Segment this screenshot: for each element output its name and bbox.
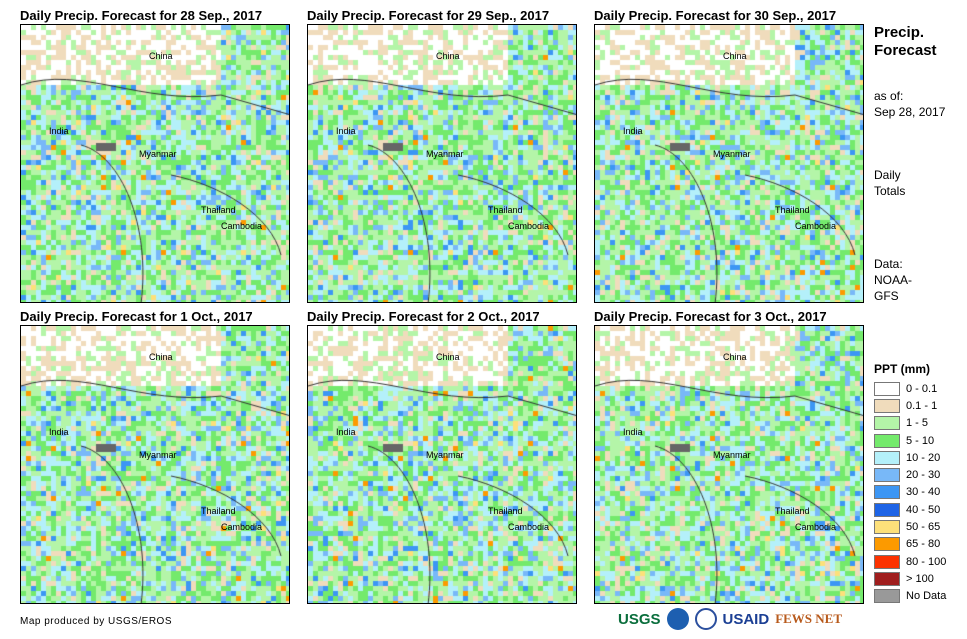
panel-title: Daily Precip. Forecast for 30 Sep., 2017 bbox=[594, 8, 837, 23]
legend-label: 30 - 40 bbox=[906, 486, 941, 499]
legend-label: > 100 bbox=[906, 572, 934, 585]
legend-label: 0 - 0.1 bbox=[906, 382, 938, 395]
map-label-thailand: Thailand bbox=[201, 506, 236, 516]
legend-label: 5 - 10 bbox=[906, 434, 935, 447]
legend-item: 65 - 80 bbox=[874, 536, 946, 553]
precip-grid bbox=[595, 326, 863, 603]
credit: Map produced by USGS/EROS bbox=[20, 616, 173, 627]
map-label-cambodia: Cambodia bbox=[221, 221, 263, 231]
legend-item: 5 - 10 bbox=[874, 432, 946, 449]
legend-swatch bbox=[874, 450, 900, 465]
map-label-myanmar: Myanmar bbox=[139, 450, 177, 460]
map-label-thailand: Thailand bbox=[488, 506, 523, 516]
map-label-myanmar: Myanmar bbox=[426, 450, 464, 460]
map-label-cambodia: Cambodia bbox=[795, 221, 837, 231]
map-label-india: India bbox=[623, 427, 643, 437]
map-label-india: India bbox=[623, 126, 643, 136]
usaid-seal bbox=[694, 608, 717, 630]
legend-label: 50 - 65 bbox=[906, 521, 941, 534]
legend-item: 50 - 65 bbox=[874, 518, 946, 535]
fewsnet-logo: FEWS NET bbox=[775, 611, 843, 626]
legend-item: 30 - 40 bbox=[874, 484, 946, 501]
precip-grid bbox=[21, 25, 289, 302]
map-label-china: China bbox=[436, 352, 460, 362]
usgs-logo: USGS bbox=[618, 610, 661, 628]
map-label-china: China bbox=[436, 51, 460, 61]
legend-swatch bbox=[874, 502, 900, 517]
forecast-map: China India Myanmar Thailand Cambodia bbox=[20, 24, 290, 303]
map-label-myanmar: Myanmar bbox=[139, 149, 177, 159]
map-label-india: India bbox=[336, 126, 356, 136]
legend-item: 10 - 20 bbox=[874, 449, 946, 466]
logos: USGS USAID FEWS NET bbox=[618, 608, 842, 630]
map-label-china: China bbox=[149, 352, 173, 362]
legend-swatch bbox=[874, 398, 900, 413]
legend-swatch bbox=[874, 571, 900, 586]
map-label-thailand: Thailand bbox=[488, 205, 523, 215]
panel-title: Daily Precip. Forecast for 28 Sep., 2017 bbox=[20, 8, 263, 23]
usaid-logo: USAID bbox=[722, 610, 770, 628]
legend-swatch bbox=[874, 537, 900, 552]
daily-totals: Daily Totals bbox=[874, 168, 906, 198]
legend-label: 1 - 5 bbox=[906, 417, 929, 430]
map-label-india: India bbox=[336, 427, 356, 437]
forecast-map: China India Myanmar Thailand Cambodia bbox=[307, 325, 577, 604]
map-label-china: China bbox=[723, 51, 747, 61]
noaa-logo bbox=[666, 608, 689, 630]
panel-title: Daily Precip. Forecast for 2 Oct., 2017 bbox=[307, 309, 540, 324]
legend-label: 80 - 100 bbox=[906, 555, 947, 568]
map-label-thailand: Thailand bbox=[201, 205, 236, 215]
as-of: as of: Sep 28, 2017 bbox=[874, 89, 946, 119]
legend-item: 1 - 5 bbox=[874, 415, 946, 432]
legend-item: 0 - 0.1 bbox=[874, 380, 946, 397]
legend-item: 40 - 50 bbox=[874, 501, 946, 518]
map-label-cambodia: Cambodia bbox=[508, 221, 550, 231]
map-label-thailand: Thailand bbox=[775, 506, 810, 516]
legend-item: 20 - 30 bbox=[874, 466, 946, 483]
side-title: Precip. Forecast bbox=[874, 24, 937, 59]
legend-label: 10 - 20 bbox=[906, 451, 941, 464]
map-label-china: China bbox=[723, 352, 747, 362]
precip-grid bbox=[21, 326, 289, 603]
legend-label: 20 - 30 bbox=[906, 469, 941, 482]
legend-label: 40 - 50 bbox=[906, 503, 941, 516]
legend-label: 65 - 80 bbox=[906, 538, 941, 551]
map-label-myanmar: Myanmar bbox=[713, 450, 751, 460]
map-label-myanmar: Myanmar bbox=[426, 149, 464, 159]
map-label-myanmar: Myanmar bbox=[713, 149, 751, 159]
legend-item: 0.1 - 1 bbox=[874, 397, 946, 414]
precip-grid bbox=[595, 25, 863, 302]
map-label-cambodia: Cambodia bbox=[508, 522, 550, 532]
legend-label: 0.1 - 1 bbox=[906, 399, 938, 412]
legend-item: No Data bbox=[874, 588, 946, 605]
legend-swatch bbox=[874, 520, 900, 535]
legend-swatch bbox=[874, 468, 900, 483]
map-label-china: China bbox=[149, 51, 173, 61]
forecast-map: China India Myanmar Thailand Cambodia bbox=[20, 325, 290, 604]
legend-swatch bbox=[874, 416, 900, 431]
precip-grid bbox=[308, 25, 576, 302]
forecast-map: China India Myanmar Thailand Cambodia bbox=[594, 24, 864, 303]
legend-swatch bbox=[874, 381, 900, 396]
panel-title: Daily Precip. Forecast for 1 Oct., 2017 bbox=[20, 309, 253, 324]
panel-title: Daily Precip. Forecast for 29 Sep., 2017 bbox=[307, 8, 550, 23]
data-source: Data: NOAA-GFS bbox=[874, 257, 913, 303]
map-label-cambodia: Cambodia bbox=[221, 522, 263, 532]
forecast-map: China India Myanmar Thailand Cambodia bbox=[594, 325, 864, 604]
map-label-india: India bbox=[49, 126, 69, 136]
legend-item: > 100 bbox=[874, 570, 946, 587]
precip-grid bbox=[308, 326, 576, 603]
legend-swatch bbox=[874, 485, 900, 500]
legend-swatch bbox=[874, 554, 900, 569]
legend-swatch bbox=[874, 433, 900, 448]
map-label-thailand: Thailand bbox=[775, 205, 810, 215]
legend-swatch bbox=[874, 589, 900, 604]
legend-label: No Data bbox=[906, 590, 947, 603]
legend-item: 80 - 100 bbox=[874, 553, 946, 570]
panel-title: Daily Precip. Forecast for 3 Oct., 2017 bbox=[594, 309, 827, 324]
map-label-india: India bbox=[49, 427, 69, 437]
map-label-cambodia: Cambodia bbox=[795, 522, 837, 532]
forecast-map: China India Myanmar Thailand Cambodia bbox=[307, 24, 577, 303]
